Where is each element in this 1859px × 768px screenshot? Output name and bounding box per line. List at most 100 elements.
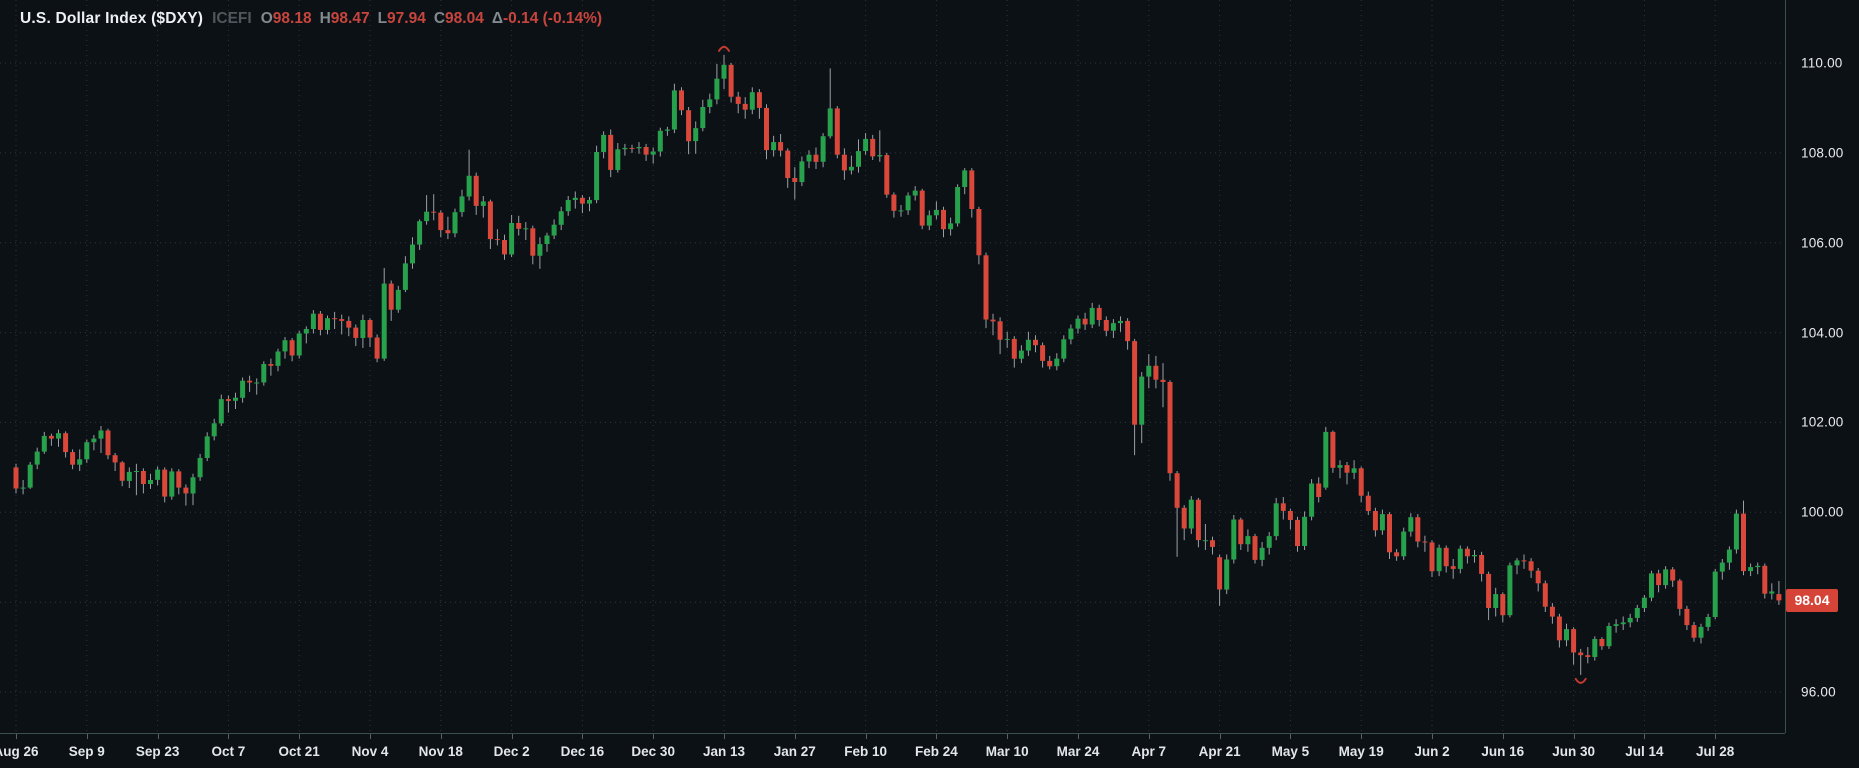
candle-body [1181, 507, 1187, 529]
y-axis-label: 106.00 [1801, 235, 1844, 251]
candle-body [976, 209, 982, 256]
candle-body [190, 477, 196, 494]
candle-body [374, 337, 380, 359]
x-axis-label: Apr 7 [1131, 744, 1167, 759]
candle-body [1210, 540, 1215, 547]
candle-body [926, 215, 932, 226]
candle-body [211, 423, 217, 437]
candle-body [1054, 358, 1060, 367]
x-axis-label: Mar 24 [1056, 744, 1100, 759]
candle-body [778, 142, 784, 151]
candle-body [1217, 557, 1223, 590]
quote-field: H98.47 [320, 10, 370, 28]
y-axis-label: 110.00 [1801, 55, 1843, 71]
candle-body [792, 178, 798, 182]
candle-body [1670, 569, 1676, 581]
quote-field-label: C [433, 10, 446, 27]
candle-body [714, 78, 720, 100]
candle-body [551, 224, 557, 236]
candle-body [233, 397, 238, 401]
candle-body [1118, 320, 1123, 324]
candle-body [13, 467, 19, 489]
candle-body [509, 223, 515, 255]
candle-body [1344, 465, 1350, 473]
candle-body [303, 329, 309, 334]
candle-body [1231, 519, 1237, 560]
candle-body [1082, 318, 1088, 325]
candle-body [1096, 307, 1102, 320]
candle-body [1103, 320, 1109, 331]
candle-body [1627, 617, 1633, 623]
candle-body [643, 147, 649, 155]
candle-body [1287, 511, 1293, 520]
candle-body [764, 107, 769, 151]
candle-body [848, 166, 854, 171]
date-axis[interactable]: Aug 26 Sep 9 Sep 23 Oct 7 Oct 21 Nov 4 Nov 18 D… [0, 733, 1785, 768]
x-axis-tick [1715, 734, 1717, 739]
candle-body [636, 147, 642, 149]
x-axis-tick [86, 734, 88, 739]
candle-body [268, 364, 274, 366]
candle-body [218, 399, 224, 424]
x-axis-tick [299, 734, 301, 739]
candle-body [1245, 536, 1251, 545]
x-axis-label: May 5 [1271, 744, 1310, 759]
candle-body [1266, 536, 1272, 548]
x-axis-label: Oct 21 [278, 744, 320, 759]
y-axis-label: 108.00 [1801, 145, 1844, 161]
candle-body [962, 170, 968, 187]
x-axis-tick [936, 734, 938, 739]
candle-body [1712, 571, 1718, 617]
candle-body [863, 138, 869, 151]
candle-body [941, 209, 946, 230]
candle-body [1330, 431, 1336, 468]
x-axis-tick [511, 734, 513, 739]
candle-body [1429, 542, 1435, 572]
symbol-title: U.S. Dollar Index ($DXY) [20, 10, 204, 27]
quote-field-value: 97.94 [387, 10, 426, 27]
candle-body [1486, 573, 1492, 608]
candle-body [395, 289, 401, 310]
candle-body [1542, 583, 1548, 607]
candle-body [84, 442, 90, 460]
candle-body [969, 170, 975, 209]
candle-body [530, 228, 536, 256]
candle-body [1500, 594, 1506, 616]
candle-body [148, 480, 153, 484]
y-axis-label: 104.00 [1801, 325, 1844, 341]
x-axis-tick [228, 734, 230, 739]
x-axis-tick [1148, 734, 1150, 739]
candle-body [388, 283, 394, 310]
candle-body [671, 90, 677, 130]
candle-body [785, 150, 791, 178]
symbol-header: U.S. Dollar Index ($DXY) ICEFI O98.18 H98… [20, 10, 602, 32]
candle-body [1556, 616, 1562, 641]
candle-body [367, 320, 373, 338]
candle-body [827, 108, 833, 137]
candle-body [1762, 565, 1768, 594]
candle-body [1259, 547, 1265, 560]
candle-body [1464, 548, 1470, 557]
candle-body [579, 197, 585, 204]
candle-body [728, 64, 734, 97]
candle-body [494, 239, 500, 241]
candle-body [459, 196, 465, 213]
x-axis-label: Jun 30 [1552, 744, 1595, 759]
candle-body [140, 471, 146, 484]
candle-body [381, 283, 387, 359]
candle-body [820, 136, 826, 162]
x-axis-tick [1432, 734, 1433, 739]
candle-body [1592, 639, 1598, 657]
candle-body [502, 240, 507, 255]
candle-body [1316, 483, 1322, 497]
candle-body [997, 321, 1003, 340]
x-axis-label: May 19 [1338, 744, 1384, 759]
price-axis[interactable]: 110.00 108.00 106.00 104.00 102.00 100.00 96.0… [1785, 0, 1859, 733]
candle-body [756, 92, 762, 108]
candle-body [56, 433, 61, 439]
candle-body [431, 211, 437, 213]
quote-field-label: O [260, 10, 273, 27]
candle-body [1401, 531, 1407, 557]
